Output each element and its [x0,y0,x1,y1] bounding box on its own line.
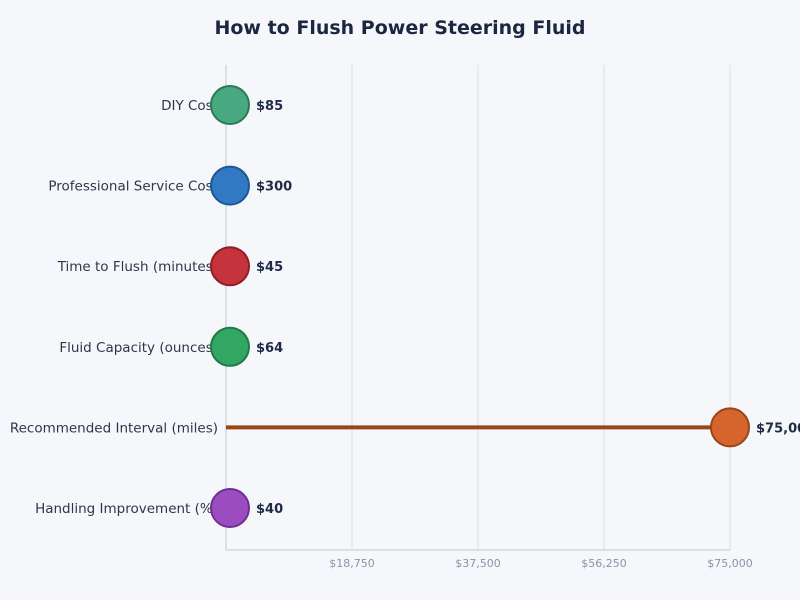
category-label: Recommended Interval (miles) [10,420,218,436]
lollipop-dot [710,407,750,448]
category-label: Time to Flush (minutes) [57,259,218,275]
value-label: $40 [256,502,283,517]
value-label: $45 [256,260,283,275]
value-label: $64 [256,341,283,356]
lollipop-dot [210,165,250,206]
category-label: Professional Service Cost [48,179,218,195]
value-label: $75,000 [756,421,800,436]
value-label: $85 [256,99,283,114]
category-label: Handling Improvement (%) [35,501,218,517]
lollipop-dot [210,488,250,528]
category-label: DIY Cost [161,98,218,114]
lollipop-dot [210,85,250,125]
x-tick-label: $75,000 [707,557,753,570]
x-tick-label: $37,500 [455,557,501,570]
lollipop-dot [210,326,250,367]
category-label: Fluid Capacity (ounces) [59,340,218,356]
x-tick-label: $18,750 [329,557,375,570]
lollipop-dot [210,246,250,287]
chart-title: How to Flush Power Steering Fluid [214,17,585,39]
x-tick-label: $56,250 [581,557,627,570]
value-label: $300 [256,180,292,195]
